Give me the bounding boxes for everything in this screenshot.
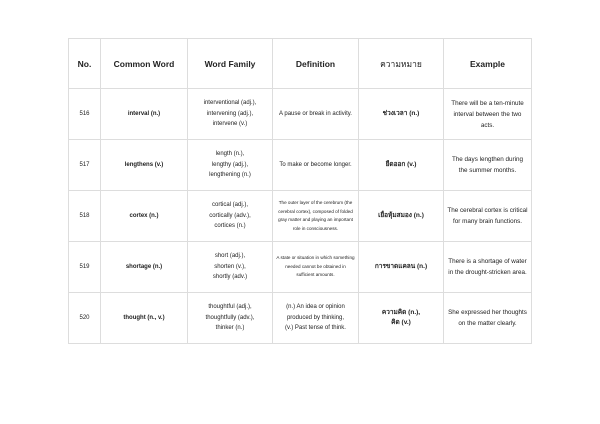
cell-thai-meaning: การขาดแคลน (n.) xyxy=(358,241,444,293)
header-thai-meaning: ความหมาย xyxy=(358,38,444,89)
cell-word-family: cortical (adj.), cortically (adv.), cort… xyxy=(187,190,273,242)
cell-example-text: She expressed her thoughts on the matter… xyxy=(448,309,527,327)
table-row: 519 shortage (n.) short (adj.), shorten (v… xyxy=(68,241,532,293)
cell-thai-meaning-text: ช่วงเวลา (n.) xyxy=(382,109,420,117)
header-no: No. xyxy=(68,38,101,89)
table-row: 517 lengthens (v.) length (n.), lengthy (a… xyxy=(68,139,532,191)
cell-example: The cerebral cortex is critical for many… xyxy=(443,190,532,242)
table-row: 520 thought (n., v.) thoughtful (adj.), th… xyxy=(68,292,532,344)
cell-no-text: 517 xyxy=(79,161,90,168)
cell-thai-meaning: ยืดออก (v.) xyxy=(358,139,444,191)
cell-example-text: There will be a ten-minute interval betw… xyxy=(451,99,524,129)
cell-common-word-text: interval (n.) xyxy=(127,110,161,117)
cell-definition-text: (n.) An idea or opinion produced by thin… xyxy=(285,304,346,332)
cell-no: 518 xyxy=(68,190,101,242)
cell-common-word: cortex (n.) xyxy=(100,190,188,242)
cell-example: There is a shortage of water in the drou… xyxy=(443,241,532,293)
cell-word-family-text: length (n.), lengthy (adj.), lengthening… xyxy=(209,151,251,179)
table-row: 516 interval (n.) interventional (adj.), i… xyxy=(68,88,532,140)
cell-common-word-text: lengthens (v.) xyxy=(124,161,164,168)
cell-no-text: 520 xyxy=(79,314,90,321)
cell-definition: A pause or break in activity. xyxy=(272,88,359,140)
cell-thai-meaning-text: การขาดแคลน (n.) xyxy=(374,262,428,270)
cell-thai-meaning: ความคิด (n.), คิด (v.) xyxy=(358,292,444,344)
cell-common-word-text: cortex (n.) xyxy=(129,212,159,219)
cell-word-family: interventional (adj.), intervening (adj.… xyxy=(187,88,273,140)
header-common-word: Common Word xyxy=(100,38,188,89)
cell-example-text: There is a shortage of water in the drou… xyxy=(448,258,527,276)
cell-word-family-text: interventional (adj.), intervening (adj.… xyxy=(203,100,257,128)
cell-word-family: thoughtful (adj.), thoughtfully (adv.), … xyxy=(187,292,273,344)
cell-no-text: 516 xyxy=(79,110,90,117)
header-word-family: Word Family xyxy=(187,38,273,89)
cell-word-family: length (n.), lengthy (adj.), lengthening… xyxy=(187,139,273,191)
cell-example: The days lengthen during the summer mont… xyxy=(443,139,532,191)
cell-definition-text: A state or situation in which something … xyxy=(276,255,355,278)
cell-word-family: short (adj.), shorten (v.), shortly (adv… xyxy=(187,241,273,293)
cell-thai-meaning: ช่วงเวลา (n.) xyxy=(358,88,444,140)
cell-example: She expressed her thoughts on the matter… xyxy=(443,292,532,344)
cell-definition: (n.) An idea or opinion produced by thin… xyxy=(272,292,359,344)
cell-definition-text: The outer layer of the cerebrum (the cer… xyxy=(278,200,353,231)
cell-common-word-text: shortage (n.) xyxy=(125,263,163,270)
header-definition: Definition xyxy=(272,38,359,89)
cell-common-word: thought (n., v.) xyxy=(100,292,188,344)
header-row: No. Common Word Word Family Definition ค… xyxy=(68,38,532,89)
table-row: 518 cortex (n.) cortical (adj.), corticall… xyxy=(68,190,532,242)
cell-example-text: The days lengthen during the summer mont… xyxy=(451,156,524,174)
cell-definition: A state or situation in which something … xyxy=(272,241,359,293)
cell-thai-meaning-text: เยื่อหุ้มสมอง (n.) xyxy=(378,211,424,219)
cell-word-family-text: cortical (adj.), cortically (adv.), cort… xyxy=(209,202,251,230)
cell-no-text: 519 xyxy=(79,263,90,270)
cell-common-word: interval (n.) xyxy=(100,88,188,140)
cell-common-word: shortage (n.) xyxy=(100,241,188,293)
cell-thai-meaning-text: ยืดออก (v.) xyxy=(385,160,417,168)
cell-definition-text: A pause or break in activity. xyxy=(279,110,352,117)
cell-word-family-text: thoughtful (adj.), thoughtfully (adv.), … xyxy=(205,304,255,332)
cell-no: 516 xyxy=(68,88,101,140)
header-example: Example xyxy=(443,38,532,89)
cell-thai-meaning-text: ความคิด (n.), คิด (v.) xyxy=(381,308,421,327)
cell-no: 519 xyxy=(68,241,101,293)
cell-no: 520 xyxy=(68,292,101,344)
cell-word-family-text: short (adj.), shorten (v.), shortly (adv… xyxy=(212,253,248,281)
cell-no: 517 xyxy=(68,139,101,191)
cell-example-text: The cerebral cortex is critical for many… xyxy=(447,207,528,225)
cell-common-word: lengthens (v.) xyxy=(100,139,188,191)
cell-thai-meaning: เยื่อหุ้มสมอง (n.) xyxy=(358,190,444,242)
cell-definition: The outer layer of the cerebrum (the cer… xyxy=(272,190,359,242)
cell-no-text: 518 xyxy=(79,212,90,219)
cell-common-word-text: thought (n., v.) xyxy=(123,314,165,321)
cell-definition: To make or become longer. xyxy=(272,139,359,191)
cell-definition-text: To make or become longer. xyxy=(279,161,352,168)
cell-example: There will be a ten-minute interval betw… xyxy=(443,88,532,140)
vocabulary-table: No. Common Word Word Family Definition ค… xyxy=(68,38,532,344)
